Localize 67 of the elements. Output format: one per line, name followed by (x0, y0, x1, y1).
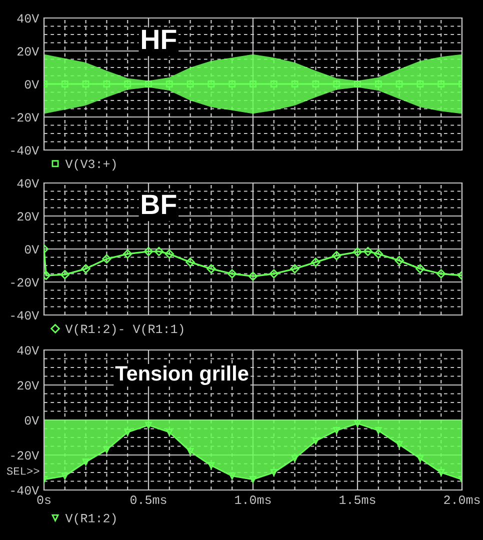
point (363, 246, 373, 256)
point (144, 246, 154, 256)
y-tick-label: 20V (18, 212, 40, 221)
y-tick-label: 0V (24, 416, 40, 425)
point (394, 256, 404, 266)
y-tick-label: -40V (11, 311, 40, 320)
point (186, 448, 194, 455)
annotation: Tension grille (115, 365, 248, 385)
point (290, 264, 300, 274)
y-tick-label: -20V (11, 113, 40, 122)
point (312, 438, 320, 444)
x-tick-label: 0.5ms (130, 496, 166, 504)
point (60, 270, 70, 280)
point (208, 462, 215, 469)
y-tick-label: 0V (24, 80, 40, 89)
point (311, 258, 320, 267)
y-tick-label: -20V (11, 278, 40, 287)
point (332, 250, 342, 260)
x-tick-label: 0s (37, 496, 50, 504)
annotation: HF (142, 30, 176, 49)
point (124, 428, 132, 436)
text: SEL>> (6, 467, 40, 475)
point (374, 427, 382, 434)
y-tick-label: 40V (17, 14, 40, 23)
point (270, 469, 278, 476)
point (333, 427, 340, 434)
point (154, 246, 164, 256)
x-tick-label: 2.0ms (444, 496, 480, 504)
point (250, 476, 256, 483)
point (354, 420, 361, 427)
point (227, 269, 237, 278)
y-tick-label: -40V (11, 486, 40, 495)
point (166, 428, 173, 436)
point (61, 472, 68, 480)
point (186, 258, 195, 267)
point (269, 269, 279, 278)
point (122, 249, 132, 259)
point (164, 249, 174, 259)
y-tick-label: -20V (11, 451, 40, 460)
point (352, 247, 362, 257)
point (145, 422, 152, 429)
y-tick-label: 0V (24, 245, 40, 254)
point (396, 441, 403, 448)
point (102, 254, 112, 264)
point (374, 249, 384, 259)
y-tick-label: 20V (18, 47, 40, 56)
annotation: BF (142, 194, 176, 214)
point (416, 264, 425, 274)
legend-label: V(R1:2)- V(R1:1) (65, 324, 184, 336)
legend-label: V(V3:+) (65, 158, 116, 171)
y-tick-label: -40V (11, 146, 40, 155)
point (82, 458, 90, 466)
legend-label: V(R1:2) (65, 513, 116, 525)
x-tick-label: 1.0ms (235, 496, 271, 504)
x-tick-label: 1.5ms (340, 496, 376, 504)
y-tick-label: 40V (17, 346, 40, 355)
point (206, 264, 216, 274)
point (228, 472, 236, 480)
point (81, 264, 90, 274)
point (103, 446, 110, 454)
point (248, 272, 258, 281)
point (291, 455, 298, 462)
point (416, 455, 424, 462)
y-tick-label: 40V (17, 179, 40, 188)
point (438, 469, 445, 476)
point (436, 269, 446, 278)
y-tick-label: 20V (18, 381, 40, 390)
